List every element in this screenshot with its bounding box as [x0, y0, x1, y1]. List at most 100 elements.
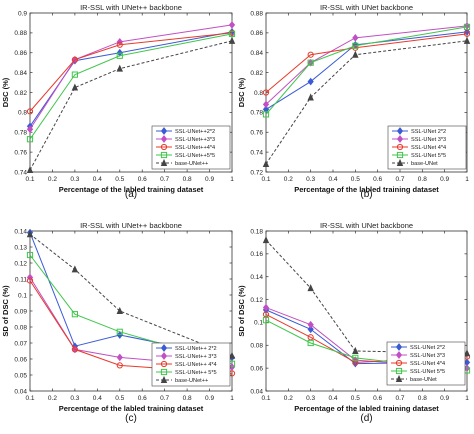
x-tick-label: 0.3 [70, 395, 79, 402]
legend-marker [160, 368, 168, 376]
y-tick-label: 0.14 [250, 274, 263, 281]
y-tick-label: 0.76 [250, 130, 263, 137]
x-axis-label: Percentage of the labled training datase… [294, 404, 439, 413]
x-tick-label: 0.8 [183, 395, 192, 402]
y-tick-label: 0.8 [18, 110, 27, 117]
y-tick-label: 0.78 [250, 110, 263, 117]
legend-marker [396, 151, 404, 159]
legend-marker [160, 352, 168, 360]
legend-marker [160, 375, 168, 384]
legend-marker [160, 135, 168, 143]
x-tick-label: 0.8 [183, 176, 192, 183]
legend-marker [160, 360, 168, 368]
data-point [463, 36, 471, 44]
data-point [116, 41, 123, 48]
y-tick-label: 0.76 [14, 149, 27, 156]
legend-label: SSL-UNet 2*2 [411, 129, 446, 135]
x-tick-label: 0.2 [48, 176, 57, 183]
data-point [307, 334, 314, 341]
y-tick-label: 0.11 [15, 276, 28, 283]
series-5 [26, 36, 236, 174]
x-axis-label: Percentage of the labled training datase… [294, 185, 439, 194]
legend-label: SSL-UNet++ 3*3 [175, 354, 217, 360]
legend-marker [395, 351, 403, 359]
data-point [26, 277, 34, 284]
x-tick-label: 0.4 [93, 176, 102, 183]
y-axis-label: SD of DSC (%) [1, 285, 10, 337]
y-tick-label: 0.74 [14, 169, 27, 176]
y-tick-label: 0.04 [14, 388, 27, 395]
data-point [71, 56, 78, 63]
panel-caption: (d) [360, 413, 372, 424]
data-point [26, 165, 34, 174]
legend-label: base-UNet++ [175, 161, 208, 167]
legend-marker [395, 343, 403, 351]
y-tick-label: 0.12 [250, 297, 263, 304]
data-point [262, 111, 270, 118]
y-tick-label: 0.04 [250, 388, 263, 395]
legend-marker [395, 374, 403, 383]
legend-marker [395, 367, 403, 375]
data-point [307, 325, 314, 334]
data-point [116, 328, 123, 335]
data-point [262, 159, 270, 168]
series-1 [262, 28, 471, 114]
x-tick-label: 0.7 [160, 395, 169, 402]
y-tick-label: 0.07 [14, 340, 27, 347]
x-tick-label: 0.9 [440, 395, 449, 402]
data-point [116, 64, 123, 72]
y-tick-label: 0.78 [14, 130, 27, 137]
panel-caption: (a) [125, 189, 137, 200]
series-line [265, 40, 468, 165]
data-point [26, 230, 34, 238]
data-point [463, 23, 471, 31]
data-point [228, 351, 236, 359]
series-3 [26, 29, 236, 115]
y-axis-label: DSC (%) [237, 77, 246, 107]
x-tick-label: 0.9 [205, 176, 214, 183]
legend-label: SSL-UNet 4*4 [411, 145, 446, 151]
chart-panel-2: IR-SSL with UNet backbone 0.1 0.2 0.3 0.4 0.5… [237, 3, 471, 200]
x-tick-label: 0.4 [328, 176, 337, 183]
y-axis-label: DSC (%) [1, 77, 10, 107]
series-line [29, 33, 233, 140]
y-tick-label: 0.84 [14, 70, 27, 77]
data-point [116, 306, 123, 315]
legend-marker [160, 344, 168, 352]
data-point [71, 346, 78, 353]
x-tick-label: 0.7 [160, 176, 169, 183]
chart-title: IR-SSL with UNet++ backbone [80, 221, 182, 230]
y-tick-label: 0.09 [14, 308, 27, 315]
data-point [26, 108, 34, 115]
y-tick-label: 0.72 [250, 169, 263, 176]
x-axis-label: Percentage of the labled training datase… [59, 185, 204, 194]
series-line [265, 33, 468, 93]
x-tick-label: 0.8 [418, 176, 427, 183]
x-tick-label: 0.6 [138, 395, 147, 402]
legend-label: base-UNet [411, 161, 438, 167]
x-tick-label: 1 [465, 176, 469, 183]
data-point [307, 320, 314, 329]
x-tick-label: 0.2 [48, 395, 57, 402]
x-tick-label: 1 [230, 395, 234, 402]
legend-marker [160, 151, 168, 159]
series-line [265, 26, 468, 115]
data-point [26, 136, 34, 143]
x-tick-label: 0.9 [205, 395, 214, 402]
x-tick-label: 0.3 [306, 395, 315, 402]
legend-label: SSL-UNet++3*3 [175, 137, 215, 143]
data-point [116, 52, 123, 59]
legend-marker [395, 359, 403, 367]
y-tick-label: 0.13 [14, 244, 27, 251]
legend-label: SSL-UNet++2*2 [175, 129, 215, 135]
legend-label: SSL-UNet 2*2 [410, 345, 445, 351]
y-tick-label: 0.82 [250, 70, 263, 77]
x-tick-label: 1 [230, 176, 234, 183]
data-point [71, 71, 78, 78]
chart-panel-4: IR-SSL with UNet backbone 0.1 0.2 0.3 0.4 0.5… [237, 221, 471, 424]
x-tick-label: 0.1 [261, 395, 270, 402]
legend-marker [396, 158, 404, 167]
y-tick-label: 0.84 [250, 50, 263, 57]
series-5 [262, 236, 471, 357]
chart-title: IR-SSL with UNet backbone [320, 221, 413, 230]
